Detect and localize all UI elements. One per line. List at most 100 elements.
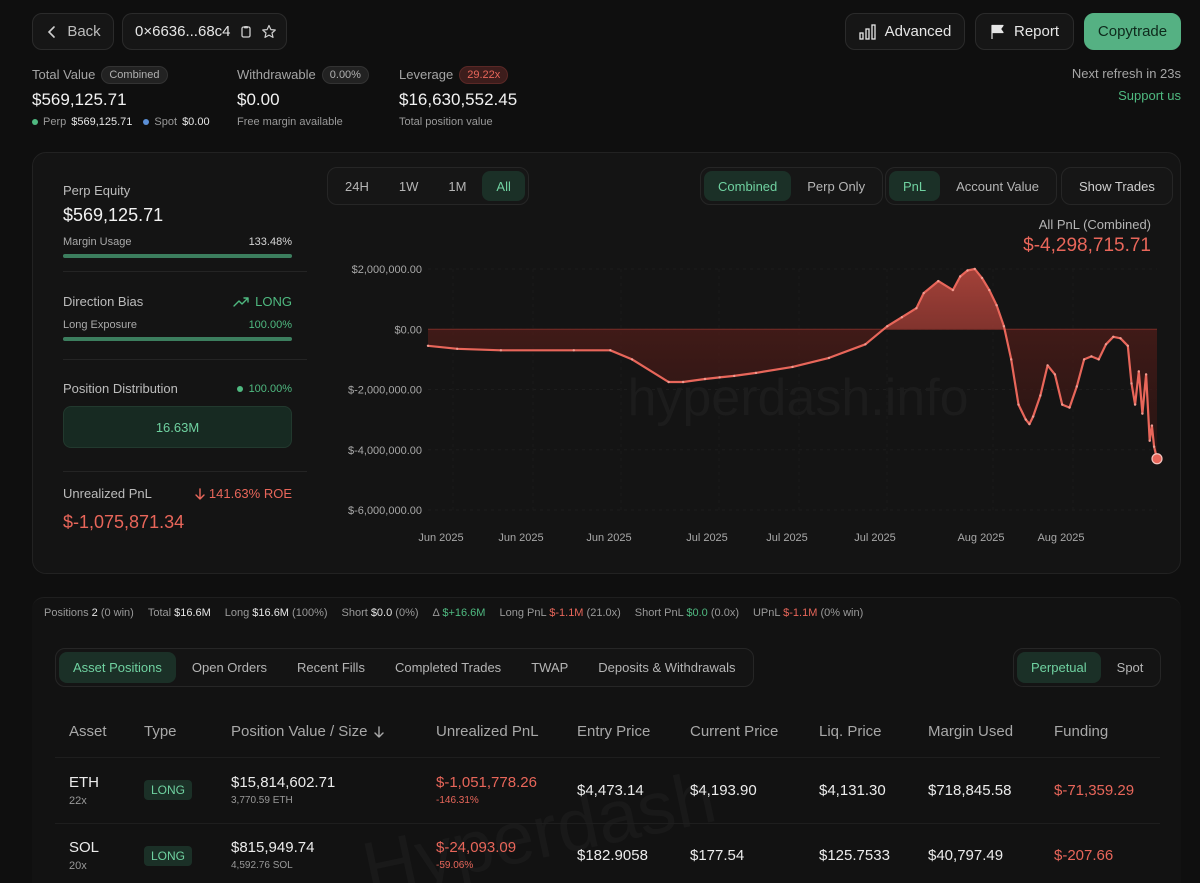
x-tick-label: Jun 2025 [586,532,631,544]
perp-equity-label: Perp Equity [63,183,131,198]
pnl-data-point [959,275,962,278]
th-current-price[interactable]: Current Price [690,723,779,740]
pnl-data-point [1137,370,1141,373]
th-asset[interactable]: Asset [69,723,107,740]
unrealized-pnl: $-1,051,778.26 [436,774,537,791]
margin-used: $40,797.49 [928,847,1004,864]
pnl-data-point [1144,373,1148,376]
copy-icon[interactable] [239,25,253,39]
position-distribution-label: Position Distribution [63,381,178,396]
withdrawable-label: Withdrawable 0.00% [237,66,369,84]
pnl-data-point [667,380,670,384]
tab-asset-positions[interactable]: Asset Positions [59,652,176,683]
report-button[interactable]: Report [975,13,1074,50]
withdrawable-chip: 0.00% [321,66,369,84]
pnl-data-point [973,267,976,271]
pnl-chart[interactable]: $2,000,000.00 $0.00 $-2,000,000.00 $-4,000,… [33,153,1182,575]
th-position-value[interactable]: Position Value / Size [231,723,385,740]
total-exposure: $16.6M [174,606,211,619]
spot-dot [143,119,150,125]
range-all[interactable]: All [482,171,525,201]
pnl-area-negative [428,329,1157,459]
star-icon[interactable] [261,24,277,40]
pnl-data-point [426,344,430,347]
support-link[interactable]: Support us [1118,88,1181,103]
position-distribution-bar[interactable]: 16.63M [63,406,292,448]
unrealized-pnl-pct: -59.06% [436,860,474,871]
perp-equity-value: $569,125.71 [63,205,164,225]
leverage-sub: Total position value [399,116,493,128]
tab-completed-trades[interactable]: Completed Trades [394,660,502,675]
pnl-data-point [718,376,721,379]
advanced-button[interactable]: Advanced [845,13,965,50]
back-label: Back [67,23,101,40]
leverage-chip: 29.22x [459,66,509,84]
range-1m[interactable]: 1M [448,178,467,194]
tab-open-orders[interactable]: Open Orders [191,660,268,675]
metric-pnl[interactable]: PnL [889,171,941,201]
divider [63,359,307,360]
y-tick-label: $2,000,000.00 [352,264,422,276]
market-tab-perpetual[interactable]: Perpetual [1017,652,1101,683]
th-margin-used[interactable]: Margin Used [928,723,1014,740]
combined-chip: Combined [101,66,168,84]
pnl-data-point [1090,355,1093,358]
pnl-data-point [951,288,955,292]
th-entry-price[interactable]: Entry Price [577,723,651,740]
pnl-data-point [1148,439,1151,442]
pnl-data-point [1130,382,1133,385]
x-tick-label: Aug 2025 [957,532,1004,544]
pnl-data-point [703,377,707,381]
market-tab-spot[interactable]: Spot [1116,660,1144,675]
pnl-data-point [886,325,889,328]
tab-deposits-withdrawals[interactable]: Deposits & Withdrawals [598,660,736,675]
chart-headline-value: $-4,298,715.71 [1023,235,1151,256]
y-tick-label: $-6,000,000.00 [348,505,422,517]
th-liq-price[interactable]: Liq. Price [819,723,882,740]
pnl-data-point [1068,406,1071,409]
position-type-badge: LONG [144,846,193,866]
back-button[interactable]: Back [32,13,114,50]
show-trades-toggle[interactable]: Show Trades [1061,167,1173,205]
copytrade-button[interactable]: Copytrade [1084,13,1181,50]
pnl-data-point [456,347,459,350]
current-price: $177.54 [690,847,745,864]
position-size: 3,770.59 ETH [231,795,293,806]
pnl-data-point [572,349,575,352]
range-24h[interactable]: 24H [345,178,369,194]
refresh-timer: Next refresh in 23s [1071,66,1181,81]
metric-account-value[interactable]: Account Value [956,178,1040,194]
pnl-data-point [1028,422,1031,426]
advanced-label: Advanced [884,23,952,40]
pnl-data-point [681,380,685,384]
range-1w[interactable]: 1W [398,178,419,194]
y-tick-label: $-2,000,000.00 [348,385,422,397]
flag-icon [990,24,1006,40]
th-unrealized-pnl[interactable]: Unrealized PnL [436,723,539,740]
show-trades-button[interactable]: Show Trades [1079,178,1155,194]
y-tick-label: $-4,000,000.00 [348,445,422,457]
pnl-data-point [1133,403,1137,406]
total-value-label: Total Value Combined [32,66,168,84]
pnl-data-point [1024,418,1027,421]
th-type[interactable]: Type [144,723,177,740]
x-tick-label: Jul 2025 [766,532,808,544]
th-funding[interactable]: Funding [1054,723,1109,740]
long-exposure: $16.6M [252,606,289,619]
chevron-left-icon [45,25,59,39]
tab-twap[interactable]: TWAP [531,660,569,675]
position-value: $15,814,602.71 [231,774,336,791]
wallet-address: 0×6636...68c4 [135,23,231,40]
long-exposure-fill [63,337,292,341]
pnl-data-point [1141,412,1144,415]
position-type-badge: LONG [144,780,193,800]
asset-leverage: 20x [69,860,87,872]
tab-recent-fills[interactable]: Recent Fills [297,660,365,675]
divider [63,271,307,272]
mode-combined[interactable]: Combined [704,171,792,201]
pnl-data-point [733,374,736,378]
withdrawable-value: $0.00 [237,90,280,109]
mode-perp-only[interactable]: Perp Only [807,178,866,194]
chart-title: All PnL (Combined) [1038,217,1151,232]
entry-price: $4,473.14 [577,782,644,799]
